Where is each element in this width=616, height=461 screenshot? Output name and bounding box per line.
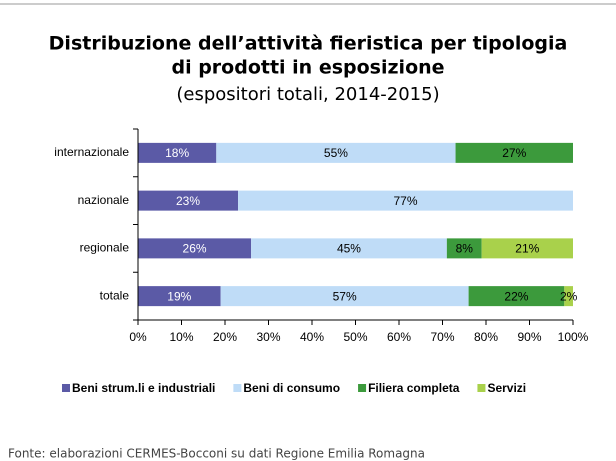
x-tick-label: 90% bbox=[517, 330, 541, 344]
legend-swatch bbox=[477, 384, 486, 392]
x-tick-label: 80% bbox=[474, 330, 498, 344]
value-label: 55% bbox=[324, 146, 348, 160]
legend-swatch bbox=[358, 384, 367, 392]
x-tick-label: 20% bbox=[213, 330, 237, 344]
chart-title: di prodotti in esposizione bbox=[171, 57, 444, 79]
value-label: 2% bbox=[560, 289, 578, 303]
value-label: 57% bbox=[333, 289, 357, 303]
x-tick-label: 100% bbox=[558, 330, 589, 344]
legend-label: Filiera completa bbox=[368, 381, 460, 395]
source: Fonte: elaborazioni CERMES-Bocconi su da… bbox=[8, 447, 425, 461]
value-label: 27% bbox=[502, 146, 526, 160]
legend-label: Beni strum.li e industriali bbox=[72, 381, 215, 395]
bar-segment bbox=[238, 190, 574, 211]
x-tick-label: 60% bbox=[387, 330, 411, 344]
x-tick-label: 70% bbox=[430, 330, 454, 344]
bar-segment bbox=[564, 286, 573, 307]
bar-segment bbox=[138, 190, 239, 211]
bar-segment bbox=[138, 238, 252, 259]
value-label: 26% bbox=[183, 242, 207, 256]
value-label: 45% bbox=[337, 242, 361, 256]
x-tick-label: 0% bbox=[129, 330, 147, 344]
value-label: 23% bbox=[176, 194, 200, 208]
x-tick-label: 10% bbox=[169, 330, 193, 344]
bar-segment bbox=[251, 238, 447, 259]
value-label: 18% bbox=[165, 146, 189, 160]
value-label: 8% bbox=[456, 242, 474, 256]
bar-segment bbox=[216, 142, 456, 163]
value-label: 21% bbox=[515, 242, 539, 256]
value-label: 22% bbox=[504, 289, 528, 303]
bar-segment bbox=[468, 286, 565, 307]
y-tick-label: nazionale bbox=[78, 193, 130, 207]
value-label: 77% bbox=[394, 194, 418, 208]
legend-swatch bbox=[233, 384, 242, 392]
y-tick-label: totale bbox=[100, 288, 130, 302]
value-label: 19% bbox=[167, 289, 191, 303]
bar-segment bbox=[455, 142, 573, 163]
bar-segment bbox=[446, 238, 482, 259]
legend-swatch bbox=[62, 384, 70, 392]
x-tick-label: 50% bbox=[343, 330, 367, 344]
chart-subtitle: (espositori totali, 2014-2015) bbox=[176, 84, 439, 105]
y-tick-label: regionale bbox=[80, 241, 130, 255]
chart-title: Distribuzione dell’attività fieristica p… bbox=[49, 33, 568, 55]
legend-label: Servizi bbox=[487, 381, 526, 395]
bar-segment bbox=[138, 286, 221, 307]
bar-segment bbox=[220, 286, 469, 307]
x-tick-label: 30% bbox=[256, 330, 280, 344]
x-tick-label: 40% bbox=[300, 330, 324, 344]
legend-label: Beni di consumo bbox=[243, 381, 340, 395]
bar-segment bbox=[138, 142, 217, 163]
y-tick-label: internazionale bbox=[54, 145, 129, 159]
bar-segment bbox=[481, 238, 573, 259]
